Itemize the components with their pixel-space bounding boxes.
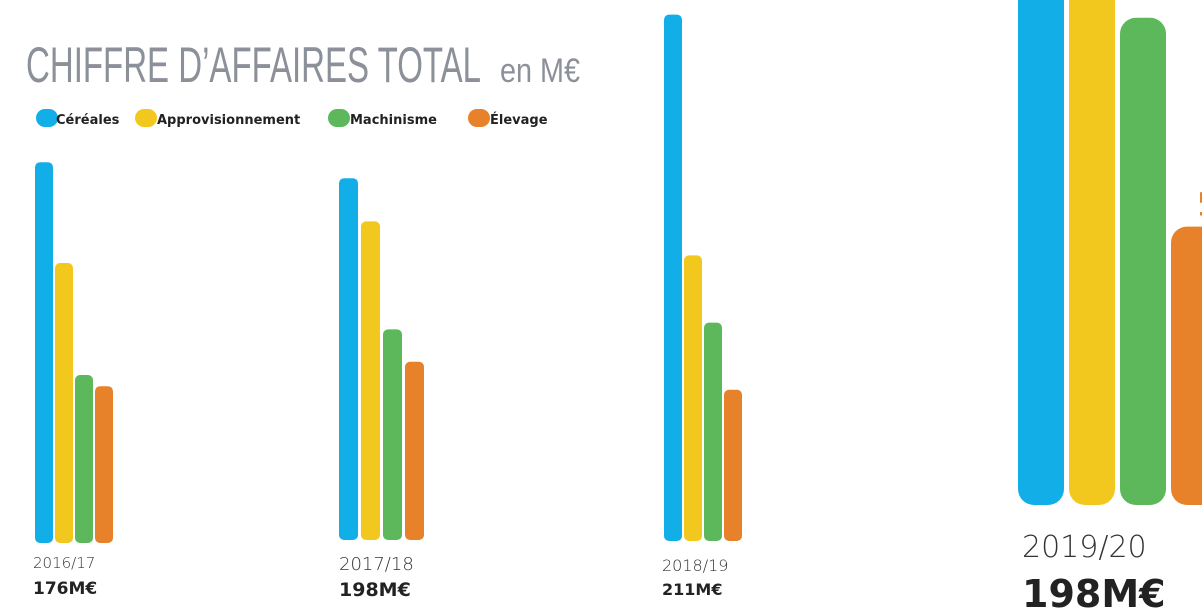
bar xyxy=(1171,226,1202,505)
legend-swatch xyxy=(468,109,490,127)
bar xyxy=(55,263,73,543)
legend-label: Machinisme xyxy=(350,113,437,128)
legend-swatch xyxy=(36,109,58,127)
x-tick-label: 2018/19 xyxy=(662,556,728,575)
legend-swatch xyxy=(135,109,157,127)
bar xyxy=(95,386,113,543)
total-label: 198M€ xyxy=(1022,572,1166,613)
bar xyxy=(361,221,380,540)
legend-label: Céréales xyxy=(56,113,120,128)
bar xyxy=(35,162,53,543)
bar xyxy=(75,375,93,543)
total-label: 198M€ xyxy=(339,579,411,601)
chart-subtitle: en M€ xyxy=(500,52,580,90)
total-label: 211M€ xyxy=(662,580,722,599)
bar xyxy=(405,361,424,540)
x-tick-label: 2019/20 xyxy=(1022,530,1147,565)
data-label: 24 xyxy=(1195,191,1202,219)
x-tick-label: 2016/17 xyxy=(33,554,95,572)
total-label: 176M€ xyxy=(33,579,97,599)
x-tick-label: 2017/18 xyxy=(339,554,414,575)
bar xyxy=(383,329,402,540)
legend-label: Approvisionnement xyxy=(157,113,300,128)
bar xyxy=(704,322,722,541)
bar xyxy=(1069,0,1115,505)
bar xyxy=(664,14,682,542)
legend-label: Élevage xyxy=(490,112,548,128)
legend-swatch xyxy=(328,109,350,127)
bar xyxy=(724,389,742,541)
bar xyxy=(339,178,358,540)
bar xyxy=(1018,0,1064,505)
chart-title: CHIFFRE D’AFFAIRES TOTAL xyxy=(26,37,481,93)
bar xyxy=(684,255,702,541)
bar xyxy=(1120,17,1166,506)
